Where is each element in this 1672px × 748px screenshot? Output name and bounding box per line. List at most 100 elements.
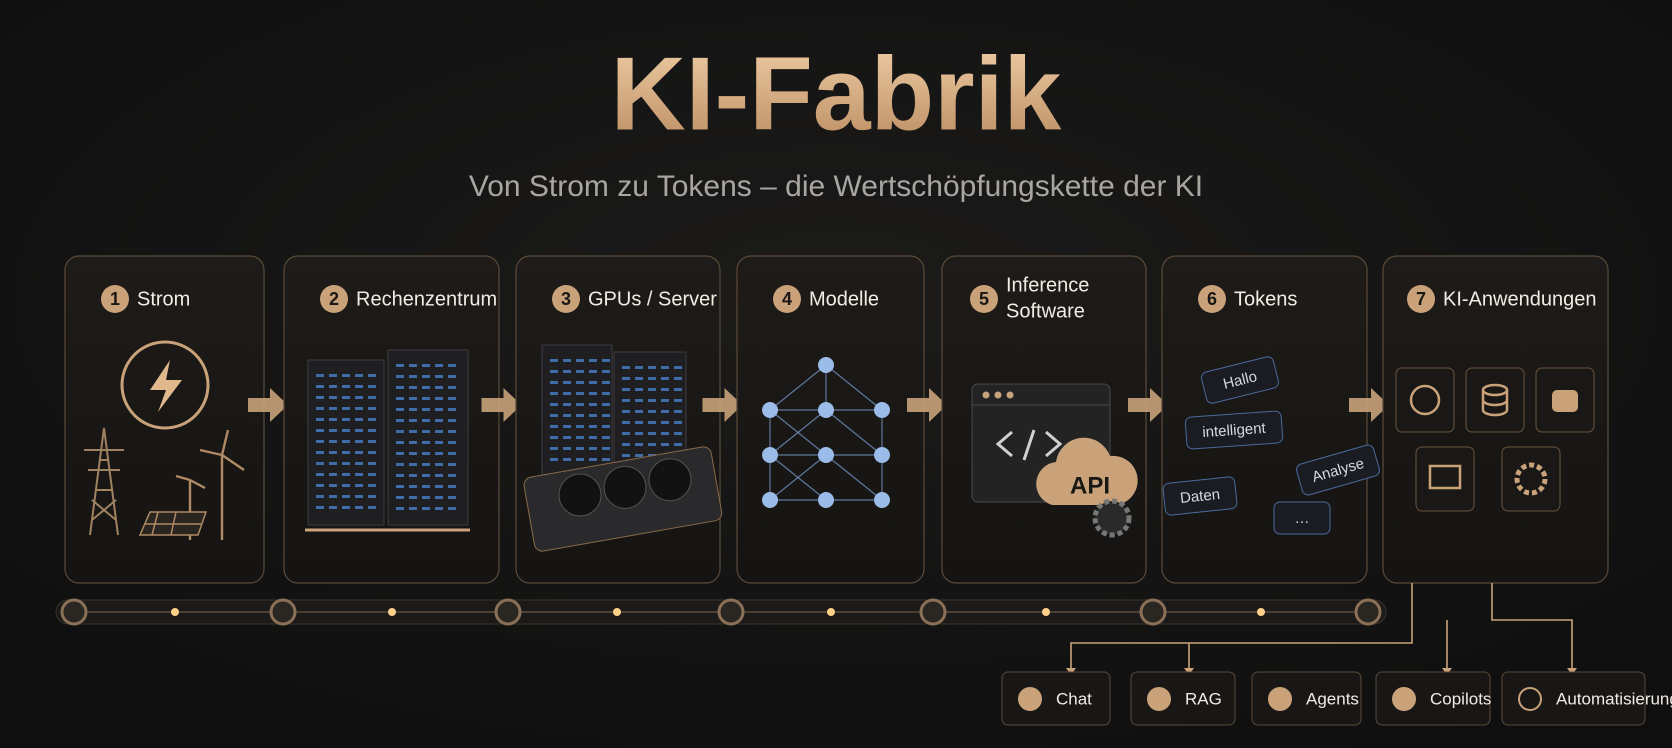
rack-light xyxy=(622,366,630,369)
rack-light xyxy=(661,443,669,446)
rack-light xyxy=(409,485,417,488)
rack-light xyxy=(622,388,630,391)
rack-light xyxy=(435,364,443,367)
token: intelligent xyxy=(1184,410,1284,450)
rack-light xyxy=(368,484,376,487)
gpu-fan xyxy=(558,473,602,517)
rack-light xyxy=(576,458,584,461)
output-box xyxy=(1251,671,1362,726)
rack-light xyxy=(422,397,430,400)
rack-light xyxy=(409,375,417,378)
rack-light xyxy=(661,388,669,391)
rack-light xyxy=(316,484,324,487)
roller xyxy=(494,598,522,626)
rack-light xyxy=(550,359,558,362)
gear-icon xyxy=(1514,462,1548,496)
roller xyxy=(60,598,88,626)
token-box xyxy=(1201,356,1279,404)
rack-light xyxy=(422,364,430,367)
token: Daten xyxy=(1162,476,1238,516)
window-dot xyxy=(994,391,1002,399)
rack-light xyxy=(576,359,584,362)
rack-light xyxy=(342,495,350,498)
rack-light xyxy=(422,386,430,389)
rack-light xyxy=(622,410,630,413)
conveyor-rollers xyxy=(60,598,1382,626)
rack-light xyxy=(368,473,376,476)
rack-light xyxy=(435,507,443,510)
output-label: Chat xyxy=(1056,689,1092,708)
rack-light xyxy=(409,463,417,466)
rack-light xyxy=(576,414,584,417)
step-label: Tokens xyxy=(1234,288,1297,310)
chat-icon xyxy=(1409,384,1441,416)
rack-light xyxy=(589,381,597,384)
rack-light xyxy=(661,377,669,380)
rack-light xyxy=(563,392,571,395)
rack-light xyxy=(435,463,443,466)
rack-light xyxy=(576,447,584,450)
rack-light xyxy=(316,495,324,498)
rack-light xyxy=(448,375,456,378)
robot-icon xyxy=(1552,390,1578,412)
rack-light xyxy=(355,451,363,454)
network-edge xyxy=(769,364,827,411)
rack-light xyxy=(342,429,350,432)
rack-light xyxy=(648,443,656,446)
step-badge xyxy=(552,285,580,313)
rack-light xyxy=(396,386,404,389)
rack-light xyxy=(661,399,669,402)
flow-arrow xyxy=(702,388,743,422)
step-badge xyxy=(1198,285,1226,313)
rack-light xyxy=(448,364,456,367)
app-icon-box xyxy=(1415,446,1475,512)
panels: 1 Strom 2 Rechenzentrum 3 GPUs / Server 4 Model… xyxy=(64,255,1609,584)
rack-light xyxy=(342,506,350,509)
rack-light xyxy=(602,359,610,362)
rack-light xyxy=(622,454,630,457)
rack-light xyxy=(435,408,443,411)
output-box xyxy=(1130,671,1236,726)
rack-light xyxy=(422,463,430,466)
rack-light xyxy=(550,381,558,384)
output-icon xyxy=(1518,687,1542,711)
title: KI-Fabrik xyxy=(611,36,1062,152)
gear xyxy=(1092,498,1132,538)
db-icon-body xyxy=(1481,390,1509,417)
rack-light xyxy=(329,484,337,487)
roller xyxy=(1139,598,1167,626)
rack-light xyxy=(422,441,430,444)
rack-light xyxy=(674,377,682,380)
rack-light xyxy=(355,429,363,432)
step-number: 3 xyxy=(561,289,571,309)
rack-light xyxy=(674,432,682,435)
rack-light xyxy=(355,374,363,377)
rack-light xyxy=(409,386,417,389)
rack-light xyxy=(589,392,597,395)
rack-light xyxy=(355,418,363,421)
rack-light xyxy=(396,397,404,400)
rack-light xyxy=(648,377,656,380)
rack-light xyxy=(409,441,417,444)
rack-light xyxy=(355,506,363,509)
bolt xyxy=(150,360,182,412)
rack-light xyxy=(589,458,597,461)
rack-light xyxy=(674,410,682,413)
app-icon-box xyxy=(1465,367,1525,433)
server-rack xyxy=(541,344,613,476)
rack-light xyxy=(355,396,363,399)
rack-light xyxy=(622,399,630,402)
rack-light xyxy=(396,419,404,422)
rack-light xyxy=(563,359,571,362)
rack-light xyxy=(355,440,363,443)
rack-light xyxy=(422,452,430,455)
rack-light xyxy=(409,408,417,411)
network-node xyxy=(874,402,890,418)
rack-light xyxy=(635,421,643,424)
window-dot xyxy=(982,391,990,399)
step-panel: 4 Modelle xyxy=(736,255,925,584)
server-rack xyxy=(387,349,469,526)
rack-light xyxy=(602,436,610,439)
rack-light xyxy=(576,436,584,439)
rack-light xyxy=(409,474,417,477)
